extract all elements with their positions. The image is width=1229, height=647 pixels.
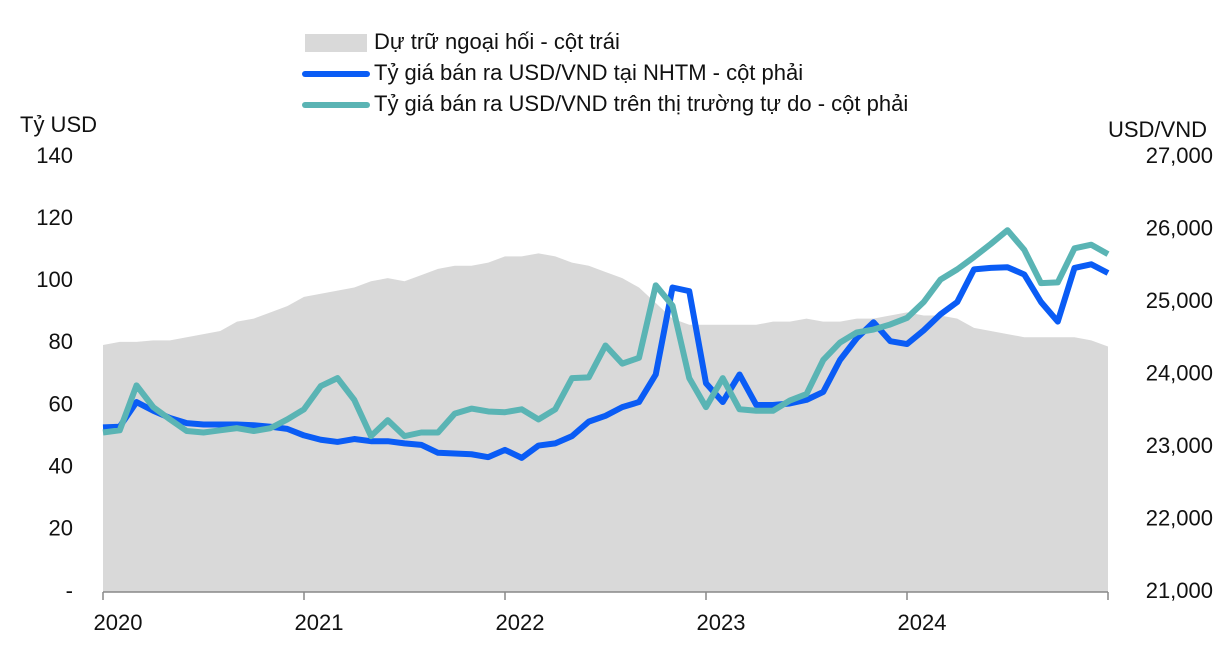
y2-tick-label: 26,000 xyxy=(1146,215,1213,240)
y-tick-label: 20 xyxy=(49,516,73,541)
legend-label: Tỷ giá bán ra USD/VND trên thị trường tự… xyxy=(374,91,908,116)
line xyxy=(102,227,1110,440)
y-tick-label: 80 xyxy=(49,329,73,354)
x-tick-label: 2021 xyxy=(295,610,344,635)
y-tick-label: 40 xyxy=(49,454,73,479)
y-tick-label: 120 xyxy=(36,205,73,230)
x-tick-label: 2022 xyxy=(496,610,545,635)
y-tick-label: 100 xyxy=(36,267,73,292)
legend-swatch xyxy=(305,34,367,52)
legend-label: Tỷ giá bán ra USD/VND tại NHTM - cột phả… xyxy=(374,60,803,85)
y2-tick-label: 23,000 xyxy=(1146,433,1213,458)
x-tick-label: 2023 xyxy=(697,610,746,635)
y2-axis-title: USD/VND xyxy=(1108,117,1207,142)
y2-tick-label: 21,000 xyxy=(1146,578,1213,603)
legend-label: Dự trữ ngoại hối - cột trái xyxy=(374,29,620,54)
x-tick-label: 2024 xyxy=(898,610,947,635)
y-tick-label: - xyxy=(66,578,73,603)
y-tick-label: 140 xyxy=(36,143,73,168)
y2-tick-label: 24,000 xyxy=(1146,360,1213,385)
y-tick-label: 60 xyxy=(49,391,73,416)
x-tick-label: 2020 xyxy=(94,610,143,635)
y-axis-title: Tỷ USD xyxy=(20,112,97,137)
y2-tick-label: 27,000 xyxy=(1146,143,1213,168)
y2-tick-label: 25,000 xyxy=(1146,288,1213,313)
y2-tick-label: 22,000 xyxy=(1146,505,1213,530)
